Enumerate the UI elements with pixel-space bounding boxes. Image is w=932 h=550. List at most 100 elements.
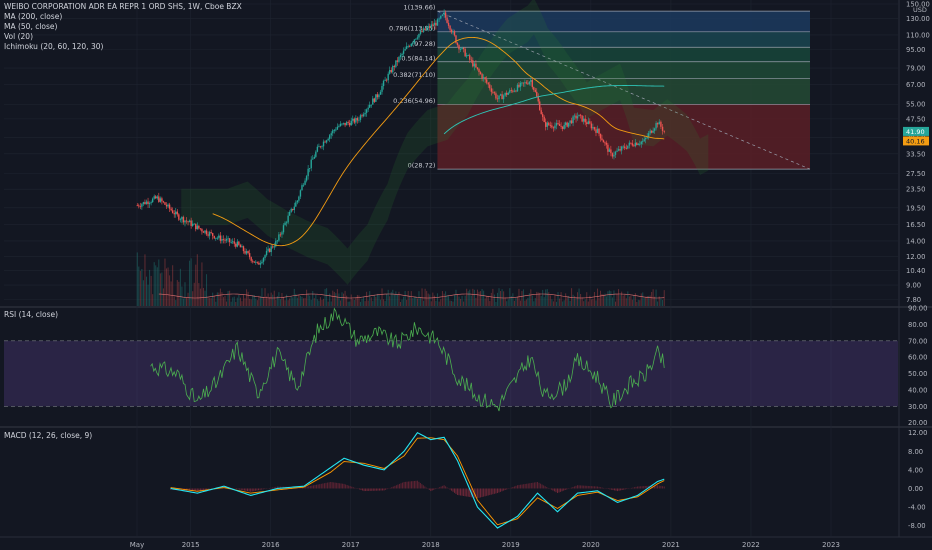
macd-histogram-bar: [560, 488, 562, 492]
macd-histogram-bar: [475, 488, 477, 498]
candle-body: [252, 260, 254, 262]
volume-bar: [645, 297, 647, 306]
candle-body: [279, 234, 282, 236]
candle-body: [330, 133, 332, 136]
candle-body: [285, 222, 288, 224]
macd-histogram-bar: [581, 485, 583, 489]
macd-histogram-bar: [467, 488, 469, 497]
candle-body: [464, 49, 466, 57]
volume-bar: [598, 297, 600, 306]
macd-histogram-bar: [561, 488, 563, 492]
macd-legend[interactable]: MACD (12, 26, close, 9): [4, 431, 92, 441]
rsi-line: [150, 307, 665, 412]
candle-body: [661, 126, 664, 131]
macd-histogram-bar: [190, 488, 192, 491]
volume-bar: [350, 294, 352, 306]
candle-body: [470, 59, 473, 61]
macd-histogram-bar: [439, 487, 441, 489]
fib-level-label: 0.382(71.10): [393, 71, 435, 79]
indicator-volume[interactable]: Vol (20): [4, 32, 34, 41]
candle-body: [341, 123, 343, 125]
indicator-ma50[interactable]: MA (50, close): [4, 22, 58, 31]
volume-bar: [453, 294, 455, 306]
candle-body: [416, 37, 419, 39]
volume-bar: [390, 291, 392, 306]
candle-body: [222, 239, 225, 240]
volume-bar: [448, 295, 450, 306]
volume-bar: [306, 289, 308, 306]
macd-histogram-bar: [461, 488, 463, 496]
indicator-ma200[interactable]: MA (200, close): [4, 12, 63, 21]
candle-body: [512, 90, 514, 92]
rsi-panel[interactable]: [4, 307, 898, 412]
macd-histogram-bar: [242, 488, 244, 491]
fibonacci-retracement[interactable]: 1(139.66) 0.786(113.55) (97.28) 0.5(84.14) 0…: [389, 4, 811, 170]
volume-bar: [487, 295, 489, 306]
candle-body: [273, 246, 275, 248]
macd-histogram-bar: [270, 487, 272, 489]
candle-body: [184, 220, 186, 223]
macd-histogram-bar: [626, 488, 628, 489]
candle-body: [332, 130, 334, 134]
candle-body: [315, 151, 317, 157]
candle-body: [165, 204, 168, 207]
volume-bar: [232, 297, 234, 306]
rsi-label[interactable]: RSI (14, close): [4, 310, 59, 319]
macd-histogram-bar: [469, 488, 471, 497]
candle-body: [296, 200, 299, 203]
candle-body: [443, 12, 445, 15]
candle-body: [268, 248, 271, 253]
volume-bar: [452, 301, 454, 306]
candle-body: [213, 235, 215, 239]
volume-bar: [316, 299, 318, 306]
volume-bar: [519, 300, 521, 306]
symbol-title[interactable]: WEIBO CORPORATION ADR EA REPR 1 ORD SHS,…: [4, 2, 242, 11]
volume-bar: [312, 291, 314, 306]
volume-bar: [515, 297, 517, 306]
candle-body: [295, 202, 297, 207]
macd-histogram-bar: [486, 488, 488, 496]
candle-body: [179, 219, 182, 221]
candlesticks[interactable]: [136, 9, 665, 269]
candle-body: [636, 142, 638, 146]
candle-body: [495, 93, 497, 99]
candle-body: [301, 185, 303, 191]
time-tick-label: 2022: [742, 541, 760, 549]
macd-histogram-bar: [647, 485, 649, 489]
volume-bar: [249, 298, 251, 306]
candle-body: [453, 31, 456, 36]
macd-histogram-bar: [570, 487, 572, 489]
volume-bar: [583, 301, 585, 306]
volume-bar: [512, 293, 514, 306]
macd-histogram-bar: [587, 485, 589, 489]
macd-panel[interactable]: [170, 431, 665, 529]
macd-label[interactable]: MACD (12, 26, close, 9): [4, 431, 93, 440]
macd-histogram-bar: [240, 488, 242, 490]
volume-bar: [366, 291, 368, 306]
volume-bar: [545, 289, 547, 306]
macd-histogram-bar: [351, 486, 353, 489]
macd-histogram-bar: [323, 483, 325, 489]
volume-bar: [155, 265, 157, 306]
macd-histogram-bar: [564, 488, 566, 491]
macd-histogram-bar: [243, 488, 245, 491]
candle-body: [270, 246, 272, 253]
indicator-ichimoku[interactable]: Ichimoku (20, 60, 120, 30): [4, 42, 104, 51]
ma50-line: [212, 36, 665, 247]
candle-body: [611, 153, 614, 157]
candle-body: [459, 48, 462, 50]
macd-histogram-bar: [410, 481, 412, 489]
candle-body: [462, 47, 465, 50]
candle-body: [365, 109, 368, 113]
macd-histogram-bar: [612, 488, 614, 491]
volume-bar: [445, 291, 447, 306]
candle-body: [305, 176, 308, 181]
rsi-legend[interactable]: RSI (14, close): [4, 310, 58, 320]
macd-histogram-bar: [204, 488, 206, 490]
candle-body: [493, 92, 496, 94]
macd-histogram-bar: [196, 488, 198, 492]
macd-histogram-bar: [273, 487, 275, 489]
candle-body: [624, 146, 626, 149]
volume-bar: [595, 300, 597, 306]
